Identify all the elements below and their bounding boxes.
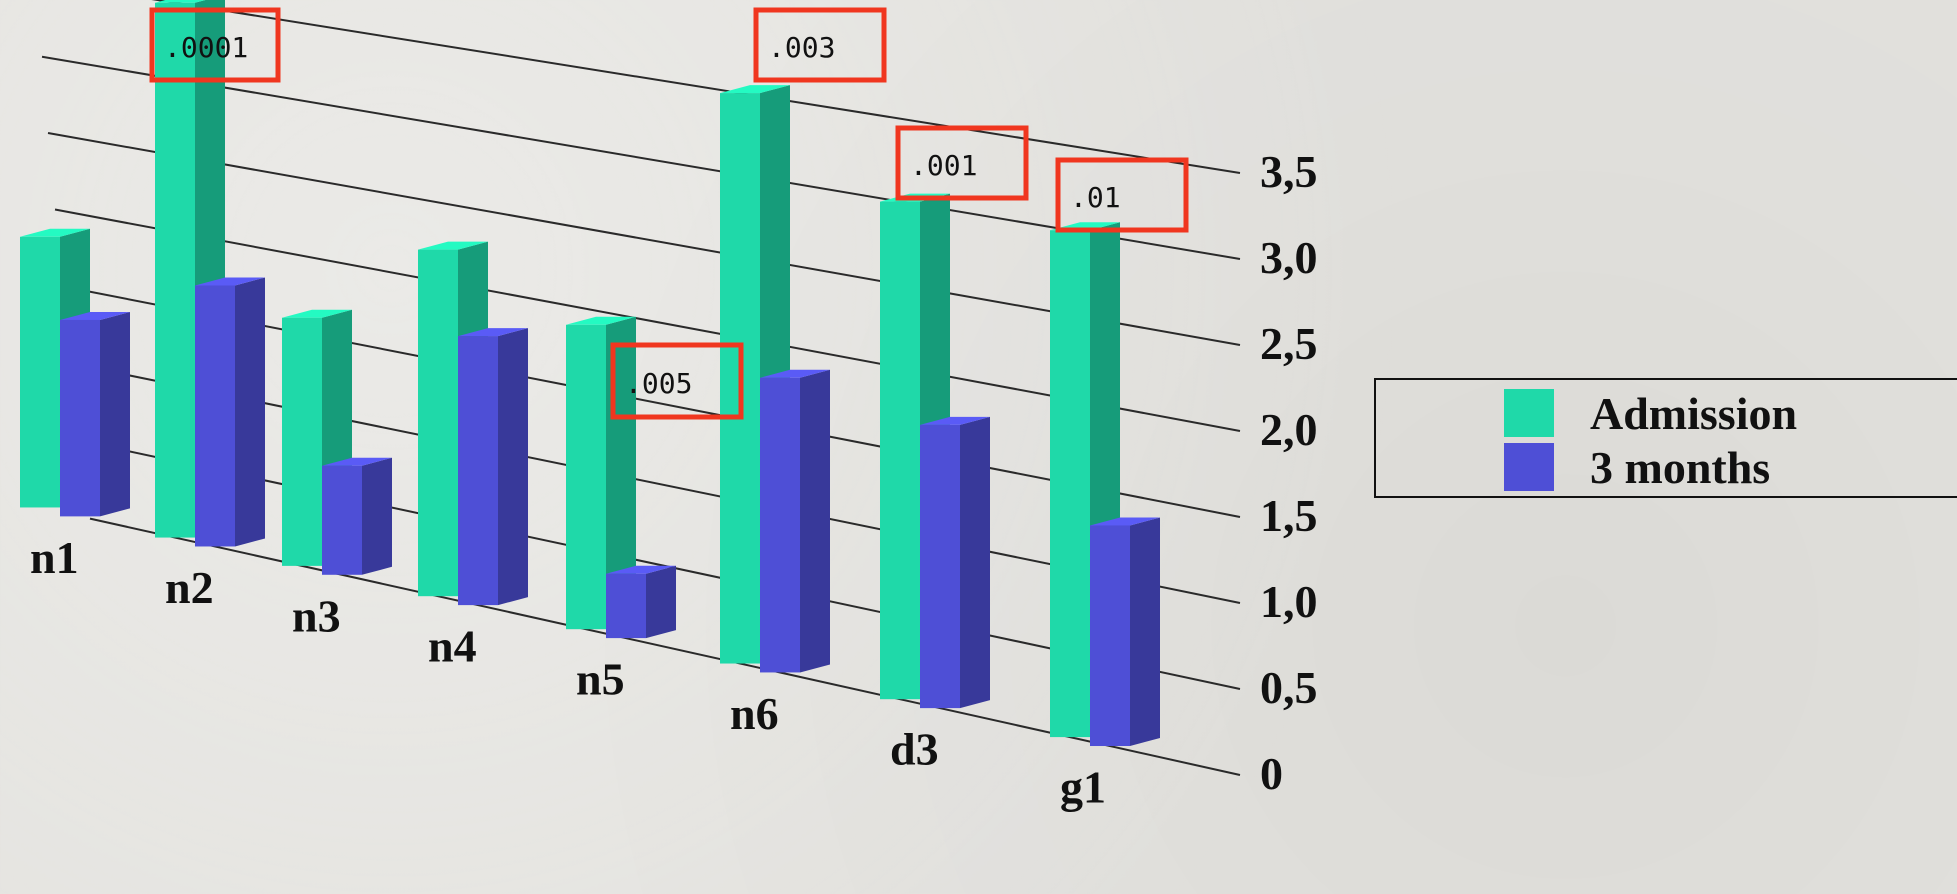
bar-3-months-n6 xyxy=(760,369,830,673)
annotation-text-n2: .0001 xyxy=(164,31,248,64)
annotation-n2: .0001 xyxy=(149,7,281,83)
y-tick-label-2-5: 2,5 xyxy=(1260,318,1318,369)
gridline-0-5 xyxy=(79,439,1241,690)
y-tick-label-3-5: 3,5 xyxy=(1260,146,1318,197)
category-label-n3: n3 xyxy=(292,590,341,641)
category-label-n5: n5 xyxy=(576,654,625,705)
annotation-text-n5: .005 xyxy=(625,367,692,400)
bar-3-months-n5 xyxy=(606,565,676,639)
legend-item-admission: Admission xyxy=(1504,387,1798,439)
bar-3-months-n2 xyxy=(195,277,265,547)
category-label-n1: n1 xyxy=(30,532,79,583)
y-tick-label-1-0: 1,0 xyxy=(1260,576,1318,627)
category-labels: n1 n2 n3 n4 n5 n6 d3 g1 xyxy=(30,532,1106,813)
category-label-n6: n6 xyxy=(730,688,779,739)
gridline-2-0 xyxy=(54,208,1241,432)
annotation-d3: .001 xyxy=(895,125,1029,201)
bar-3-months-n4 xyxy=(458,328,528,606)
category-label-d3: d3 xyxy=(890,724,939,775)
annotation-text-n6: .003 xyxy=(768,31,835,64)
annotation-text-g1: .01 xyxy=(1070,181,1121,214)
y-tick-label-2-0: 2,0 xyxy=(1260,404,1318,455)
legend: Admission 3 months xyxy=(1374,378,1957,498)
legend-swatch-3-months xyxy=(1504,443,1554,491)
category-label-n4: n4 xyxy=(428,621,477,672)
y-tick-label-0: 0 xyxy=(1260,748,1283,799)
gridline-0 xyxy=(89,517,1241,776)
annotation-g1: .01 xyxy=(1055,157,1189,233)
bar-3-months-d3 xyxy=(920,416,990,709)
bar-3-months-g1 xyxy=(1090,517,1160,747)
legend-label-admission: Admission xyxy=(1590,387,1798,439)
p-value-annotations: .0001 .005 .003 .001 .01 xyxy=(149,7,1189,420)
category-label-g1: g1 xyxy=(1060,762,1106,813)
category-label-n2: n2 xyxy=(165,562,214,613)
gridline-3-5 xyxy=(151,0,1241,174)
bars xyxy=(20,0,1160,747)
legend-swatch-admission xyxy=(1504,389,1554,437)
bar-3-months-n3 xyxy=(322,457,392,575)
gridline-2-5 xyxy=(47,131,1241,346)
y-axis-tick-labels: 0 0,5 1,0 1,5 2,0 2,5 3,0 3,5 xyxy=(1260,146,1318,799)
gridline-3-0 xyxy=(41,55,1241,260)
annotation-n6: .003 xyxy=(753,7,887,83)
annotation-n5: .005 xyxy=(610,342,744,420)
legend-item-3-months: 3 months xyxy=(1504,441,1771,493)
y-tick-label-3-0: 3,0 xyxy=(1260,232,1318,283)
y-tick-label-1-5: 1,5 xyxy=(1260,490,1318,541)
y-tick-label-0-5: 0,5 xyxy=(1260,662,1318,713)
legend-label-3-months: 3 months xyxy=(1590,441,1771,493)
bar-3-months-n1 xyxy=(60,311,130,517)
annotation-text-d3: .001 xyxy=(910,149,977,182)
